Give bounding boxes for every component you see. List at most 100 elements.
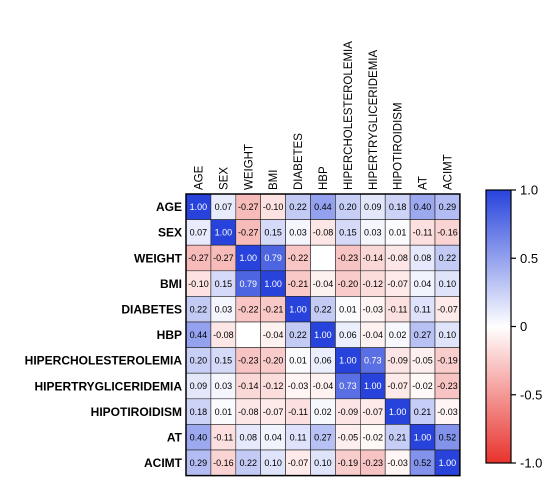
heatmap-cell-value: -0.27 <box>238 202 259 212</box>
heatmap-cell <box>335 398 361 425</box>
heatmap-cell-value: 0.07 <box>215 202 233 212</box>
heatmap-row-labels: AGE SEX WEIGHT BMI DIABETES HBP HIPERCHOLESTER… <box>25 200 183 470</box>
heatmap-cell-value: 0.15 <box>215 356 233 366</box>
heatmap-cell-value: 0.03 <box>215 381 233 391</box>
heatmap-cell-value: -0.11 <box>413 228 433 238</box>
heatmap-cell <box>434 424 461 451</box>
heatmap-cell-value: 0.22 <box>239 458 257 468</box>
heatmap-cell-value: -0.05 <box>412 356 433 366</box>
heatmap-cell-value: 0.27 <box>414 330 432 340</box>
heatmap-cell <box>285 372 311 400</box>
heatmap-cell-value: 0.20 <box>339 202 357 212</box>
heatmap-cell <box>210 347 237 374</box>
heatmap-cell-value: -0.14 <box>362 253 383 263</box>
heatmap-column-labels: AGE SEX WEIGHT BMI DIABETES HBP HIPERCHOLESTER… <box>193 41 454 190</box>
column-label: HIPERCHOLESTEROLEMIA <box>343 41 355 190</box>
row-label: SEX <box>158 226 182 240</box>
heatmap-cell <box>260 372 286 400</box>
heatmap-cell <box>185 296 212 323</box>
heatmap-cell <box>260 424 286 451</box>
heatmap-cell-value: -0.27 <box>238 228 259 238</box>
heatmap-cell-value: -0.04 <box>263 330 284 340</box>
heatmap-cell <box>409 193 436 220</box>
heatmap-cell-value: 1.00 <box>215 228 233 238</box>
column-label: SEX <box>218 167 230 190</box>
heatmap-cell-value: 0.07 <box>190 228 208 238</box>
colorbar-gradient <box>485 189 512 464</box>
heatmap-cell-value: 0.15 <box>264 228 282 238</box>
heatmap-cell <box>310 193 336 220</box>
heatmap-cell-value: -0.04 <box>313 381 334 391</box>
heatmap-cell-labels: 1.00 0.07 -0.27 -0.10 0.22 0.44 0.20 0.09 0.18 0.… <box>188 202 458 468</box>
heatmap-cell-value: 0.21 <box>414 407 432 417</box>
heatmap-cell-value: -0.14 <box>238 381 259 391</box>
heatmap-cell-value: 0.10 <box>439 279 457 289</box>
heatmap-cell-value: 0.79 <box>264 253 282 263</box>
heatmap-cell <box>185 321 212 348</box>
heatmap-cell-value: -0.05 <box>338 432 359 442</box>
heatmap-cell <box>235 219 262 246</box>
column-label: DIABETES <box>293 133 305 190</box>
heatmap-cell <box>185 398 212 425</box>
heatmap-cell-value: -0.03 <box>288 381 309 391</box>
heatmap-cell <box>409 449 436 476</box>
heatmap-cell <box>434 321 461 348</box>
heatmap-cell-value: -0.19 <box>437 356 458 366</box>
heatmap-cell-value: -0.08 <box>213 330 234 340</box>
heatmap-cell-value: 0.22 <box>289 330 307 340</box>
heatmap-cell-value: 0.08 <box>414 253 432 263</box>
heatmap-cell-value: 0.01 <box>389 228 407 238</box>
heatmap-cell-value: 0.08 <box>239 432 257 442</box>
heatmap-frame <box>185 193 461 477</box>
heatmap-cell-value: 0.11 <box>290 432 307 442</box>
heatmap-cell <box>260 321 286 348</box>
heatmap-cell <box>384 270 411 297</box>
heatmap-cell-value: 0.10 <box>264 458 282 468</box>
heatmap-cell <box>359 398 386 425</box>
heatmap-cell <box>210 449 237 476</box>
heatmap-cell-value: 0.01 <box>215 407 233 417</box>
heatmap-cell <box>310 296 336 323</box>
heatmap-cell-value: 0.15 <box>215 279 233 289</box>
heatmap-cell-value: -0.16 <box>437 228 458 238</box>
heatmap-cell <box>210 372 237 400</box>
heatmap-cell-value: 0.52 <box>414 458 432 468</box>
heatmap-cell-value: 0.20 <box>190 356 208 366</box>
heatmap-cell-value: 0.04 <box>264 432 282 442</box>
heatmap-cell-value: 0.22 <box>314 304 332 314</box>
heatmap-cell-value: 0.27 <box>314 432 332 442</box>
heatmap-cell <box>260 270 286 297</box>
heatmap-cell-value: -0.08 <box>238 407 259 417</box>
heatmap-cell <box>335 347 361 374</box>
heatmap-cell-value: 1.00 <box>389 407 407 417</box>
column-label: AT <box>418 176 430 190</box>
heatmap-cell <box>434 449 461 476</box>
heatmap-cell-value: 0.03 <box>215 304 233 314</box>
column-label: HBP <box>318 166 330 190</box>
heatmap-cell <box>359 424 386 451</box>
heatmap-cell <box>310 424 336 451</box>
heatmap-cell-value: -0.11 <box>288 407 308 417</box>
heatmap-cell-value: 1.00 <box>364 381 382 391</box>
heatmap-cell <box>384 219 411 246</box>
heatmap-cell <box>409 347 436 374</box>
heatmap-cell-value: -0.07 <box>387 279 408 289</box>
heatmap-cell-value: 0.79 <box>239 279 257 289</box>
heatmap-cell-value: -0.07 <box>288 458 309 468</box>
heatmap-cell-value: -0.27 <box>213 253 234 263</box>
heatmap-cell-value: -0.02 <box>412 381 433 391</box>
heatmap-cell <box>434 296 461 323</box>
heatmap-cell <box>359 372 386 400</box>
heatmap-cell-value: 0.73 <box>339 381 357 391</box>
heatmap-cell-value: 0.09 <box>190 381 208 391</box>
column-label: HIPERTRYGLICERIDEMIA <box>368 50 380 190</box>
heatmap-cell-value: -0.04 <box>362 330 383 340</box>
colorbar-tick-label: -1.0 <box>520 456 542 471</box>
row-label: HIPERTRYGLICERIDEMIA <box>34 379 182 393</box>
heatmap-cell-value: -0.11 <box>388 304 408 314</box>
heatmap-cell <box>235 398 262 425</box>
heatmap-cell <box>185 244 212 272</box>
colorbar-tick-label: 0.5 <box>520 251 538 266</box>
heatmap-cell-value: -0.03 <box>362 304 383 314</box>
heatmap-cell <box>185 347 212 374</box>
